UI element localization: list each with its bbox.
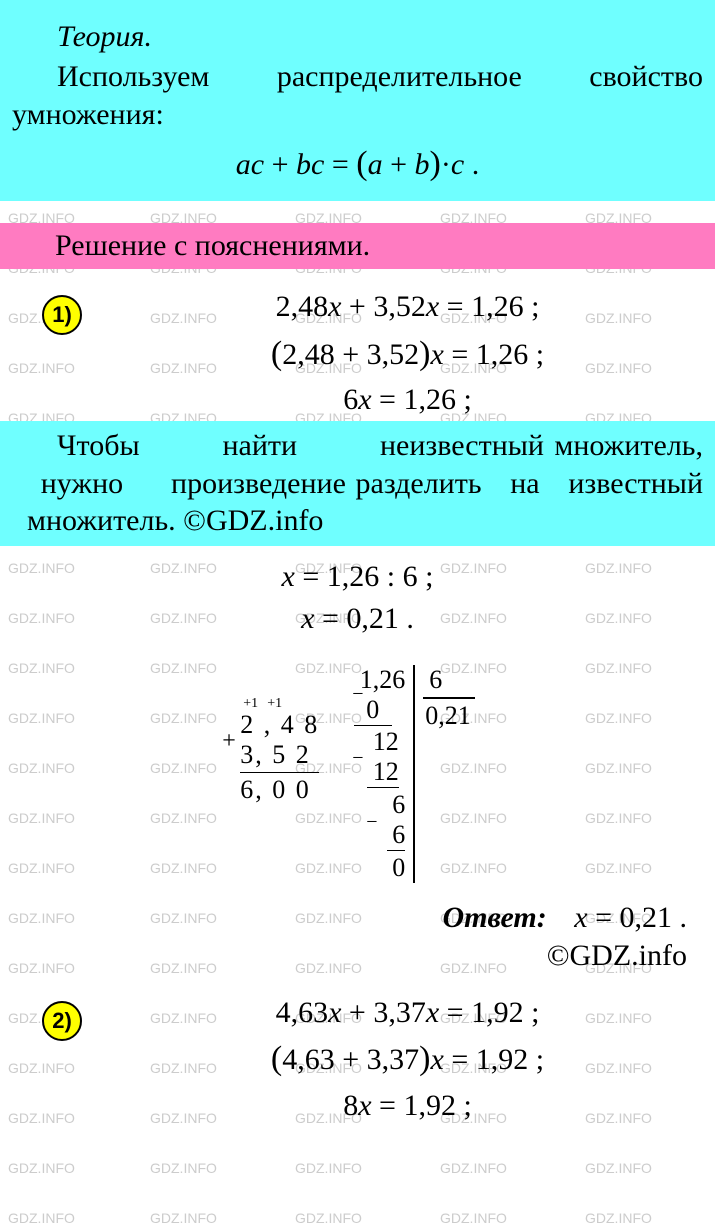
copyright-inline: ©GDZ.info — [183, 504, 323, 537]
answer-row-1: Ответ: x = 0,21 . — [0, 883, 715, 939]
equations-2: 4,63x + 3,37x = 1,92 ; (4,63 + 3,37)x = … — [112, 991, 703, 1127]
div-step-6b: 6 — [354, 820, 405, 850]
addition-work: +1 +1 + 2 , 4 8 3, 5 2 6, 0 0 — [240, 710, 319, 805]
rule-section-1: Чтобы найти неизвестный множитель, нужно… — [0, 421, 715, 546]
answer-value: x = 0,21 . — [574, 901, 687, 934]
div-divisor: 6 — [423, 665, 475, 699]
add-op2: 3, 5 2 — [240, 740, 319, 770]
minus-3: − — [366, 811, 377, 834]
add-op1: 2 , 4 8 — [240, 710, 319, 740]
add-sum: 6, 0 0 — [240, 772, 319, 805]
div-left: − 1,26 0 − 12 12 − 6 6 0 — [354, 665, 413, 883]
badge-col-2: 2) — [12, 991, 112, 1041]
answer-label: Ответ: — [442, 901, 546, 934]
solution-header: Решение с пояснениями. — [0, 223, 715, 269]
content: Теория. Используем распределительное сво… — [0, 0, 715, 1127]
theory-body: Используем распределительное свойство ум… — [12, 58, 703, 133]
problem-2: 2) 4,63x + 3,37x = 1,92 ; (4,63 + 3,37)x… — [0, 983, 715, 1127]
minus-2: − — [352, 747, 363, 770]
division-work: − 1,26 0 − 12 12 − 6 6 0 6 0,21 — [354, 665, 475, 883]
div-quotient: 0,21 — [423, 699, 475, 731]
div-rem-final: 0 — [354, 853, 405, 883]
equations-1: 2,48x + 3,52x = 1,26 ; (2,48 + 3,52)x = … — [112, 285, 703, 421]
carry-2: +1 — [267, 696, 282, 712]
theory-section: Теория. Используем распределительное сво… — [0, 0, 715, 201]
badge-col-1: 1) — [12, 285, 112, 335]
plus-sign: + — [222, 728, 236, 755]
badge-2: 2) — [42, 1001, 82, 1041]
answer-copyright: ©GDZ.info — [0, 939, 715, 983]
minus-1: − — [352, 683, 363, 706]
theory-title: Теория. — [57, 20, 703, 54]
div-right: 6 0,21 — [413, 665, 475, 883]
calculations-1: +1 +1 + 2 , 4 8 3, 5 2 6, 0 0 − 1,26 0 −… — [0, 665, 715, 883]
x-result-1: x = 1,26 : 6 ; x = 0,21 . — [0, 546, 715, 640]
carry-1: +1 — [243, 696, 258, 712]
problem-1: 1) 2,48x + 3,52x = 1,26 ; (2,48 + 3,52)x… — [0, 269, 715, 421]
theory-formula: ac + bc = (a + b)·c . — [12, 145, 703, 183]
theory-text: Используем распределительное свойство ум… — [12, 60, 703, 131]
badge-1: 1) — [42, 295, 82, 335]
